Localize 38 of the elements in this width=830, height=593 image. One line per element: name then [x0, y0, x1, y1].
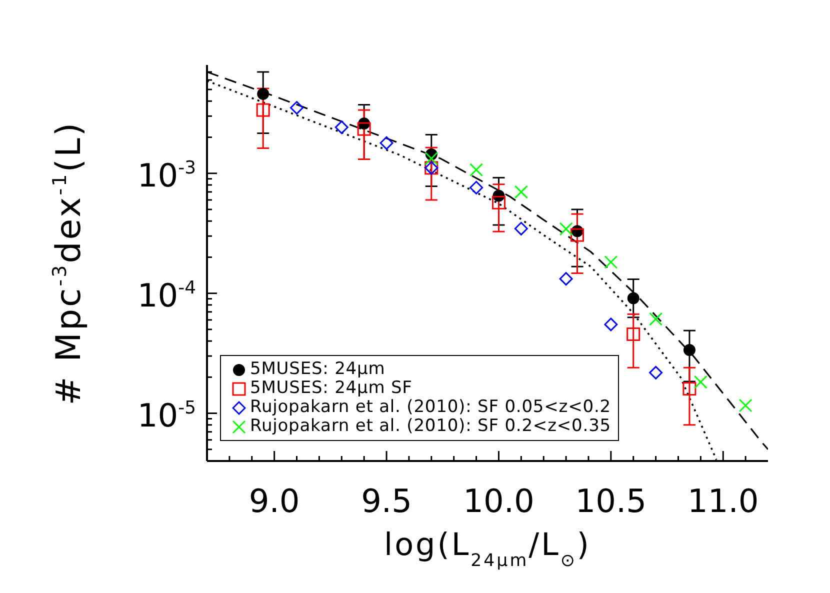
point — [682, 382, 696, 396]
point — [604, 318, 618, 332]
point — [559, 222, 573, 236]
point — [604, 255, 618, 269]
point — [470, 180, 484, 194]
legend-label: Rujopakarn et al. (2010): SF 0.2<z<0.35 — [250, 416, 611, 436]
point — [514, 185, 528, 199]
legend-label: 5MUSES: 24μm — [250, 359, 386, 379]
point — [492, 196, 506, 210]
point — [570, 228, 584, 242]
point — [424, 152, 438, 166]
point — [649, 366, 663, 380]
y-tick-label: 10$^{-5}$ — [137, 396, 196, 434]
point — [559, 272, 573, 286]
point — [683, 344, 696, 356]
point — [649, 312, 663, 326]
point — [290, 101, 304, 115]
y-tick-label: 10$^{-3}$ — [137, 156, 196, 194]
point — [334, 120, 348, 134]
x-tick-label: 9.5 — [361, 482, 412, 520]
x-tick-label: 10.0 — [463, 482, 534, 520]
y-tick-label: 10$^{-4}$ — [137, 276, 196, 314]
point — [694, 375, 708, 389]
point — [626, 327, 640, 341]
point — [470, 163, 484, 177]
point — [738, 398, 752, 412]
point — [380, 136, 394, 150]
point — [627, 292, 640, 304]
point — [357, 122, 371, 136]
legend-label: 5MUSES: 24μm SF — [250, 378, 412, 398]
legend-label: Rujopakarn et al. (2010): SF 0.05<z<0.2 — [250, 397, 611, 417]
x-tick-label: 11.0 — [687, 482, 759, 520]
x-tick-label: 10.5 — [575, 482, 647, 520]
x-axis-title: log(L$_{24μm}$/L$_{⊙}$) — [384, 527, 592, 572]
x-tick-label: 9.0 — [248, 482, 300, 520]
point — [256, 103, 270, 117]
point — [514, 222, 528, 236]
point — [257, 88, 270, 100]
